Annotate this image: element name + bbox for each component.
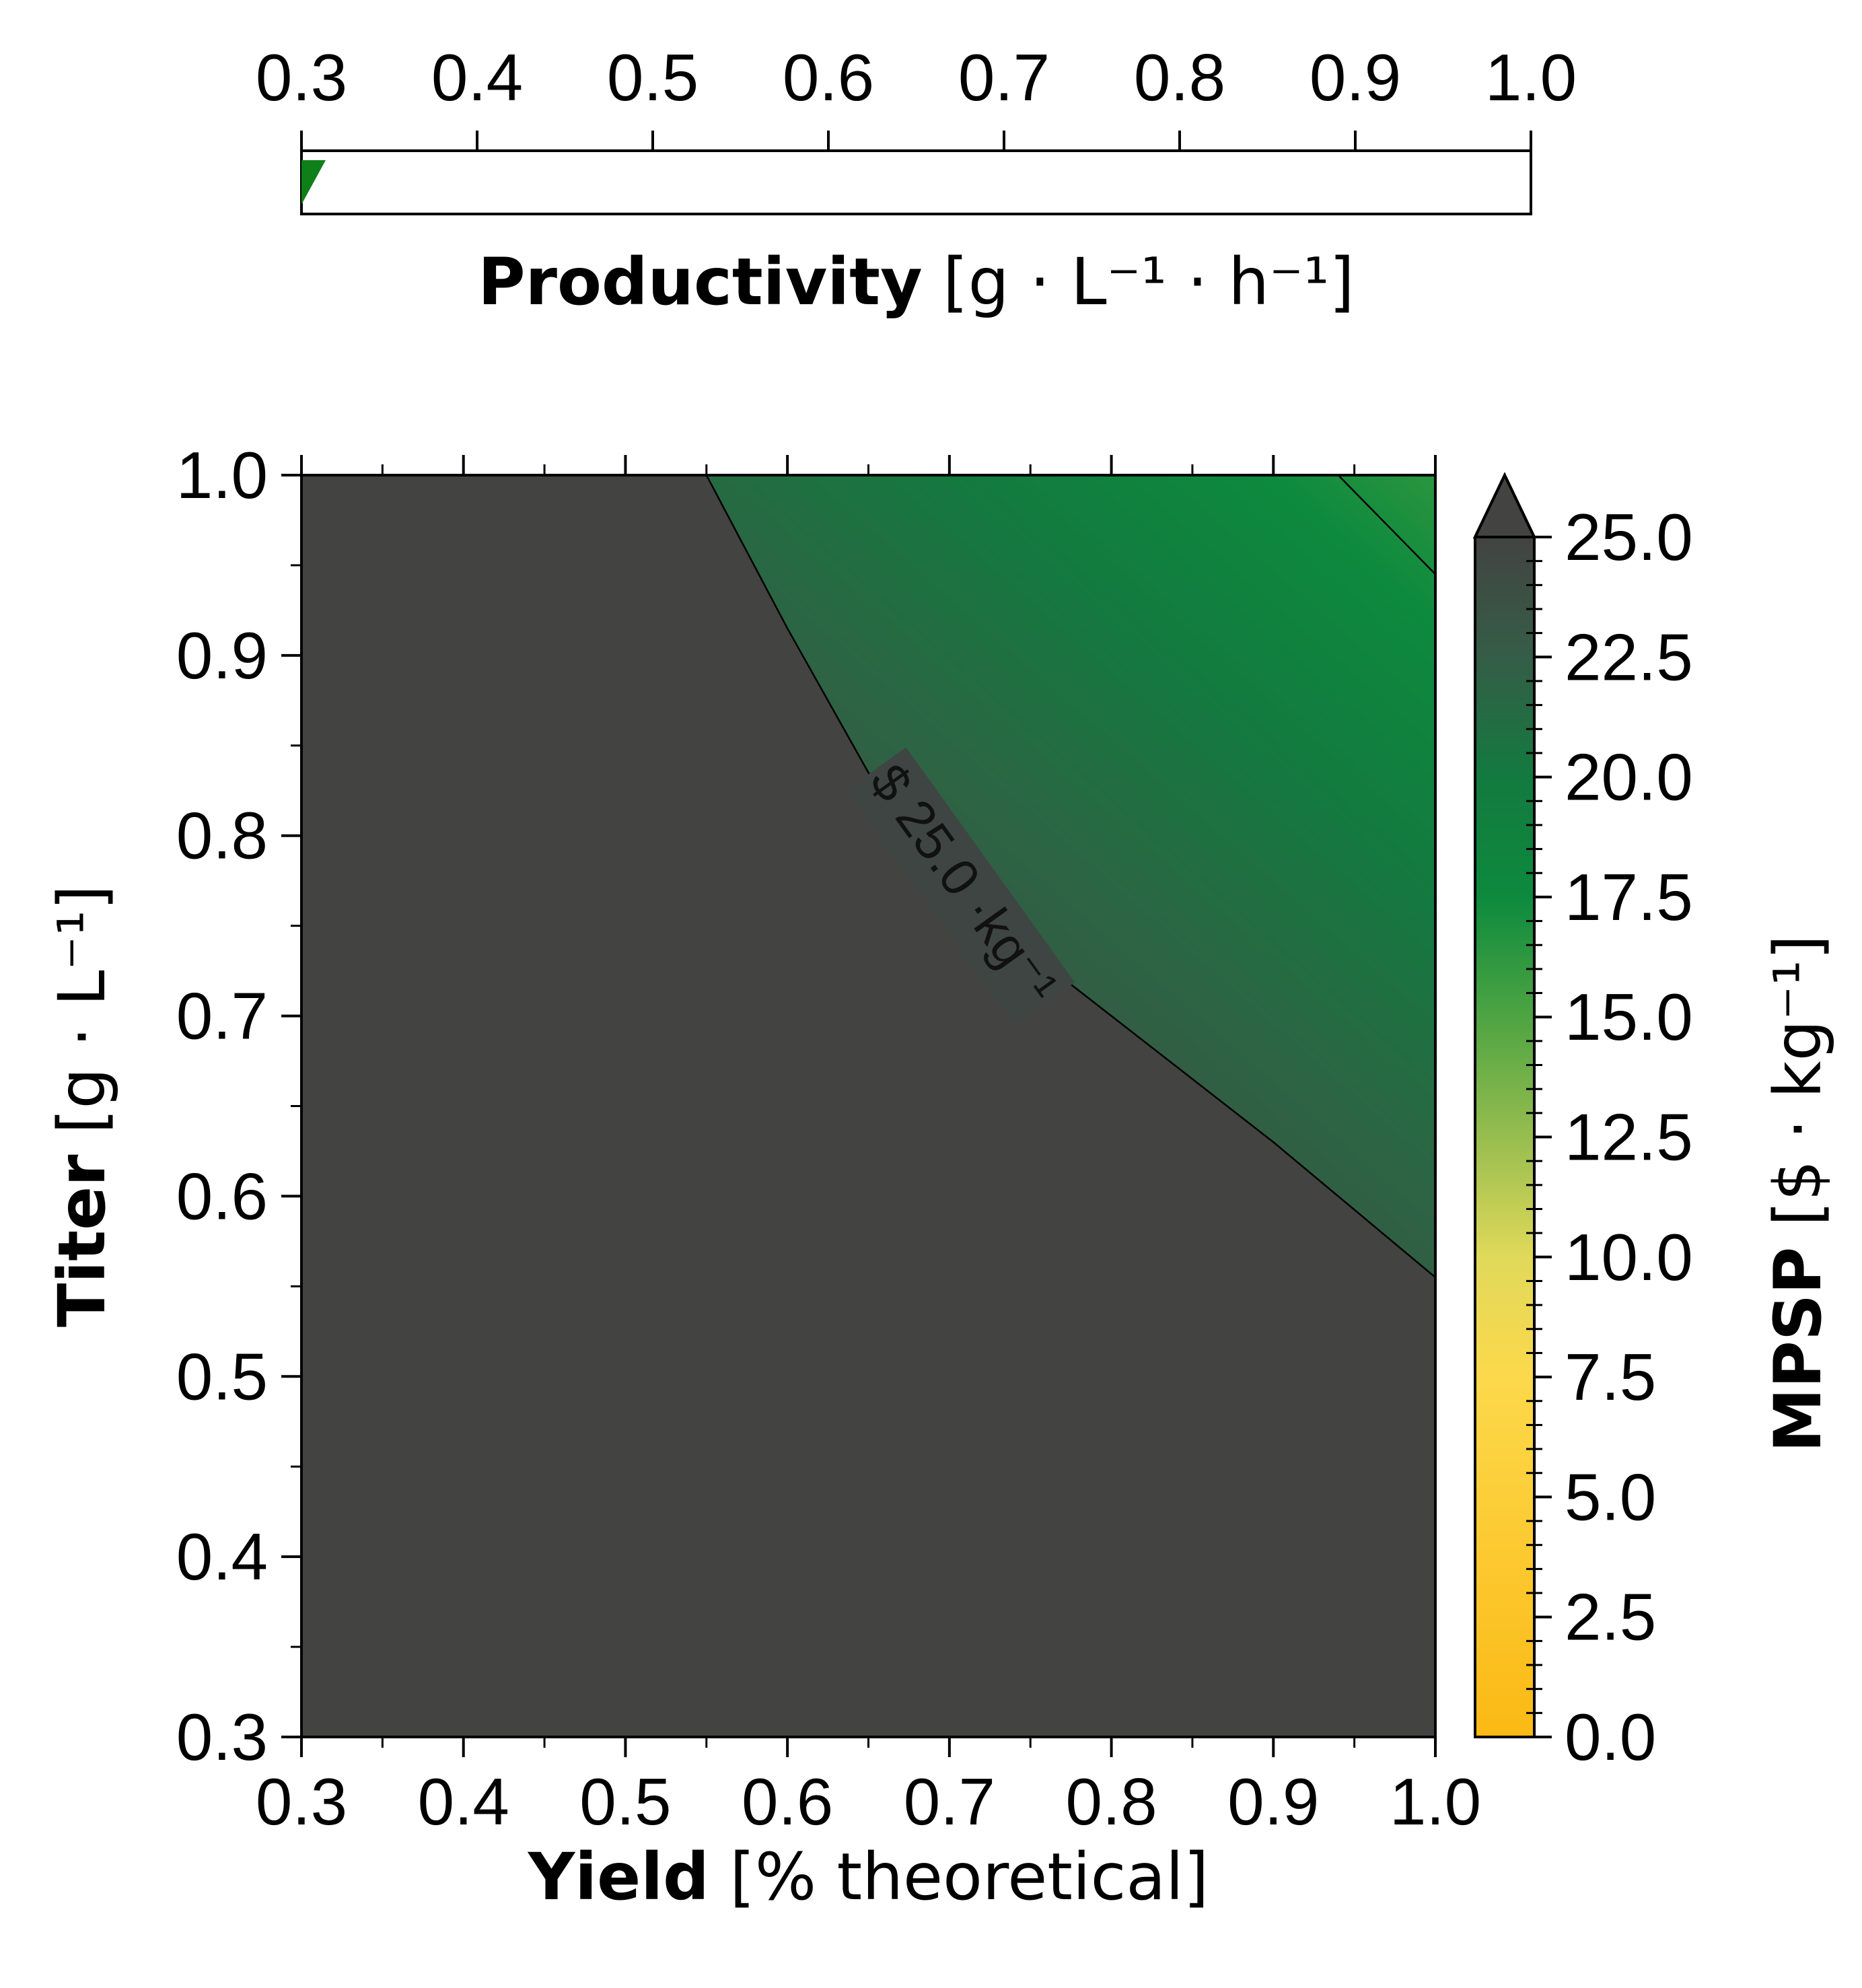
y-tick-label: 0.5 <box>176 1339 268 1413</box>
y-axis-ticks: 0.3 0.4 0.5 0.6 0.7 0.8 0.9 1.0 <box>176 438 301 1774</box>
colorbar-tick-label: 2.5 <box>1565 1580 1656 1654</box>
mpsp-field-region <box>706 475 1435 1277</box>
y-tick-label: 0.6 <box>176 1159 268 1233</box>
colorbar-tick-label: 0.0 <box>1565 1700 1656 1774</box>
x-tick-label: 0.6 <box>742 1765 833 1839</box>
y-axis-label-units: [g · L⁻¹] <box>44 885 120 1155</box>
colorbar-ticks: 0.0 2.5 5.0 7.5 10.0 12.5 15.0 17.5 20.0 22.5 25.0 <box>1526 500 1693 1774</box>
x-tick-label: 0.7 <box>904 1765 995 1839</box>
productivity-tick-label: 0.6 <box>783 40 874 114</box>
colorbar-tick-label: 5.0 <box>1565 1460 1656 1534</box>
x-axis-label: Yield [% theoretical] <box>528 1839 1209 1915</box>
productivity-tick-label: 1.0 <box>1485 40 1577 114</box>
y-tick-label: 0.9 <box>176 618 268 693</box>
colorbar-tick-label: 20.0 <box>1565 740 1693 814</box>
y-axis-label-bold: Titer <box>44 1154 120 1327</box>
colorbar: 0.0 2.5 5.0 7.5 10.0 12.5 15.0 17.5 20.0 22.5 25.0… <box>1472 472 1836 1774</box>
productivity-label-units: [g · L⁻¹ · h⁻¹] <box>923 244 1355 320</box>
x-axis-label-bold: Yield <box>528 1839 709 1915</box>
colorbar-tick-label: 22.5 <box>1565 620 1693 694</box>
x-tick-label: 1.0 <box>1390 1765 1481 1839</box>
productivity-tick-label: 0.5 <box>607 40 699 114</box>
x-tick-label: 0.9 <box>1227 1765 1319 1839</box>
colorbar-label: MPSP [$ · kg⁻¹] <box>1760 935 1836 1452</box>
colorbar-gradient <box>1475 537 1534 1737</box>
x-tick-label: 0.8 <box>1065 1765 1157 1839</box>
productivity-tick-label: 0.8 <box>1134 40 1225 114</box>
productivity-tick-label: 0.9 <box>1310 40 1401 114</box>
colorbar-label-units: [$ · kg⁻¹] <box>1760 935 1836 1247</box>
y-tick-label: 0.8 <box>176 799 268 873</box>
colorbar-tick-label: 25.0 <box>1565 500 1693 574</box>
colorbar-tick-label: 7.5 <box>1565 1340 1656 1414</box>
y-tick-label: 0.4 <box>176 1520 268 1594</box>
main-plot: $ 25.0 ·kg⁻¹ 0.3 0.4 0.5 0.6 0.7 0.8 0.9 1.0 0.… <box>44 438 1481 1915</box>
colorbar-extend-arrow <box>1472 472 1537 538</box>
productivity-marker <box>301 160 326 205</box>
colorbar-label-bold: MPSP <box>1760 1247 1836 1452</box>
productivity-tick-label: 0.4 <box>431 40 523 114</box>
x-axis-ticks: 0.3 0.4 0.5 0.6 0.7 0.8 0.9 1.0 <box>256 455 1481 1839</box>
y-axis-label: Titer [g · L⁻¹] <box>44 885 120 1327</box>
contour-line-upper <box>1337 474 1436 575</box>
productivity-frame <box>300 149 1532 215</box>
x-tick-label: 0.5 <box>579 1765 671 1839</box>
colorbar-tick-label: 15.0 <box>1565 980 1693 1054</box>
y-tick-label: 0.3 <box>176 1700 268 1774</box>
colorbar-tick-label: 17.5 <box>1565 860 1693 934</box>
productivity-tick-label: 0.3 <box>256 40 347 114</box>
productivity-tick-label: 0.7 <box>958 40 1050 114</box>
productivity-label: Productivity [g · L⁻¹ · h⁻¹] <box>478 244 1354 320</box>
colorbar-tick-label: 10.0 <box>1565 1220 1693 1294</box>
contour-label-background <box>845 747 1075 1026</box>
y-tick-label: 1.0 <box>176 438 268 512</box>
productivity-bar: 0.3 0.4 0.5 0.6 0.7 0.8 0.9 1.0 Productivity [g… <box>256 40 1577 320</box>
x-tick-label: 0.4 <box>418 1765 509 1839</box>
productivity-ticks: 0.3 0.4 0.5 0.6 0.7 0.8 0.9 1.0 <box>256 40 1577 151</box>
x-axis-label-units: [% theoretical] <box>709 1839 1209 1915</box>
colorbar-tick-label: 12.5 <box>1565 1100 1693 1174</box>
x-tick-label: 0.3 <box>256 1765 347 1839</box>
y-tick-label: 0.7 <box>176 979 268 1053</box>
productivity-label-bold: Productivity <box>478 244 922 320</box>
